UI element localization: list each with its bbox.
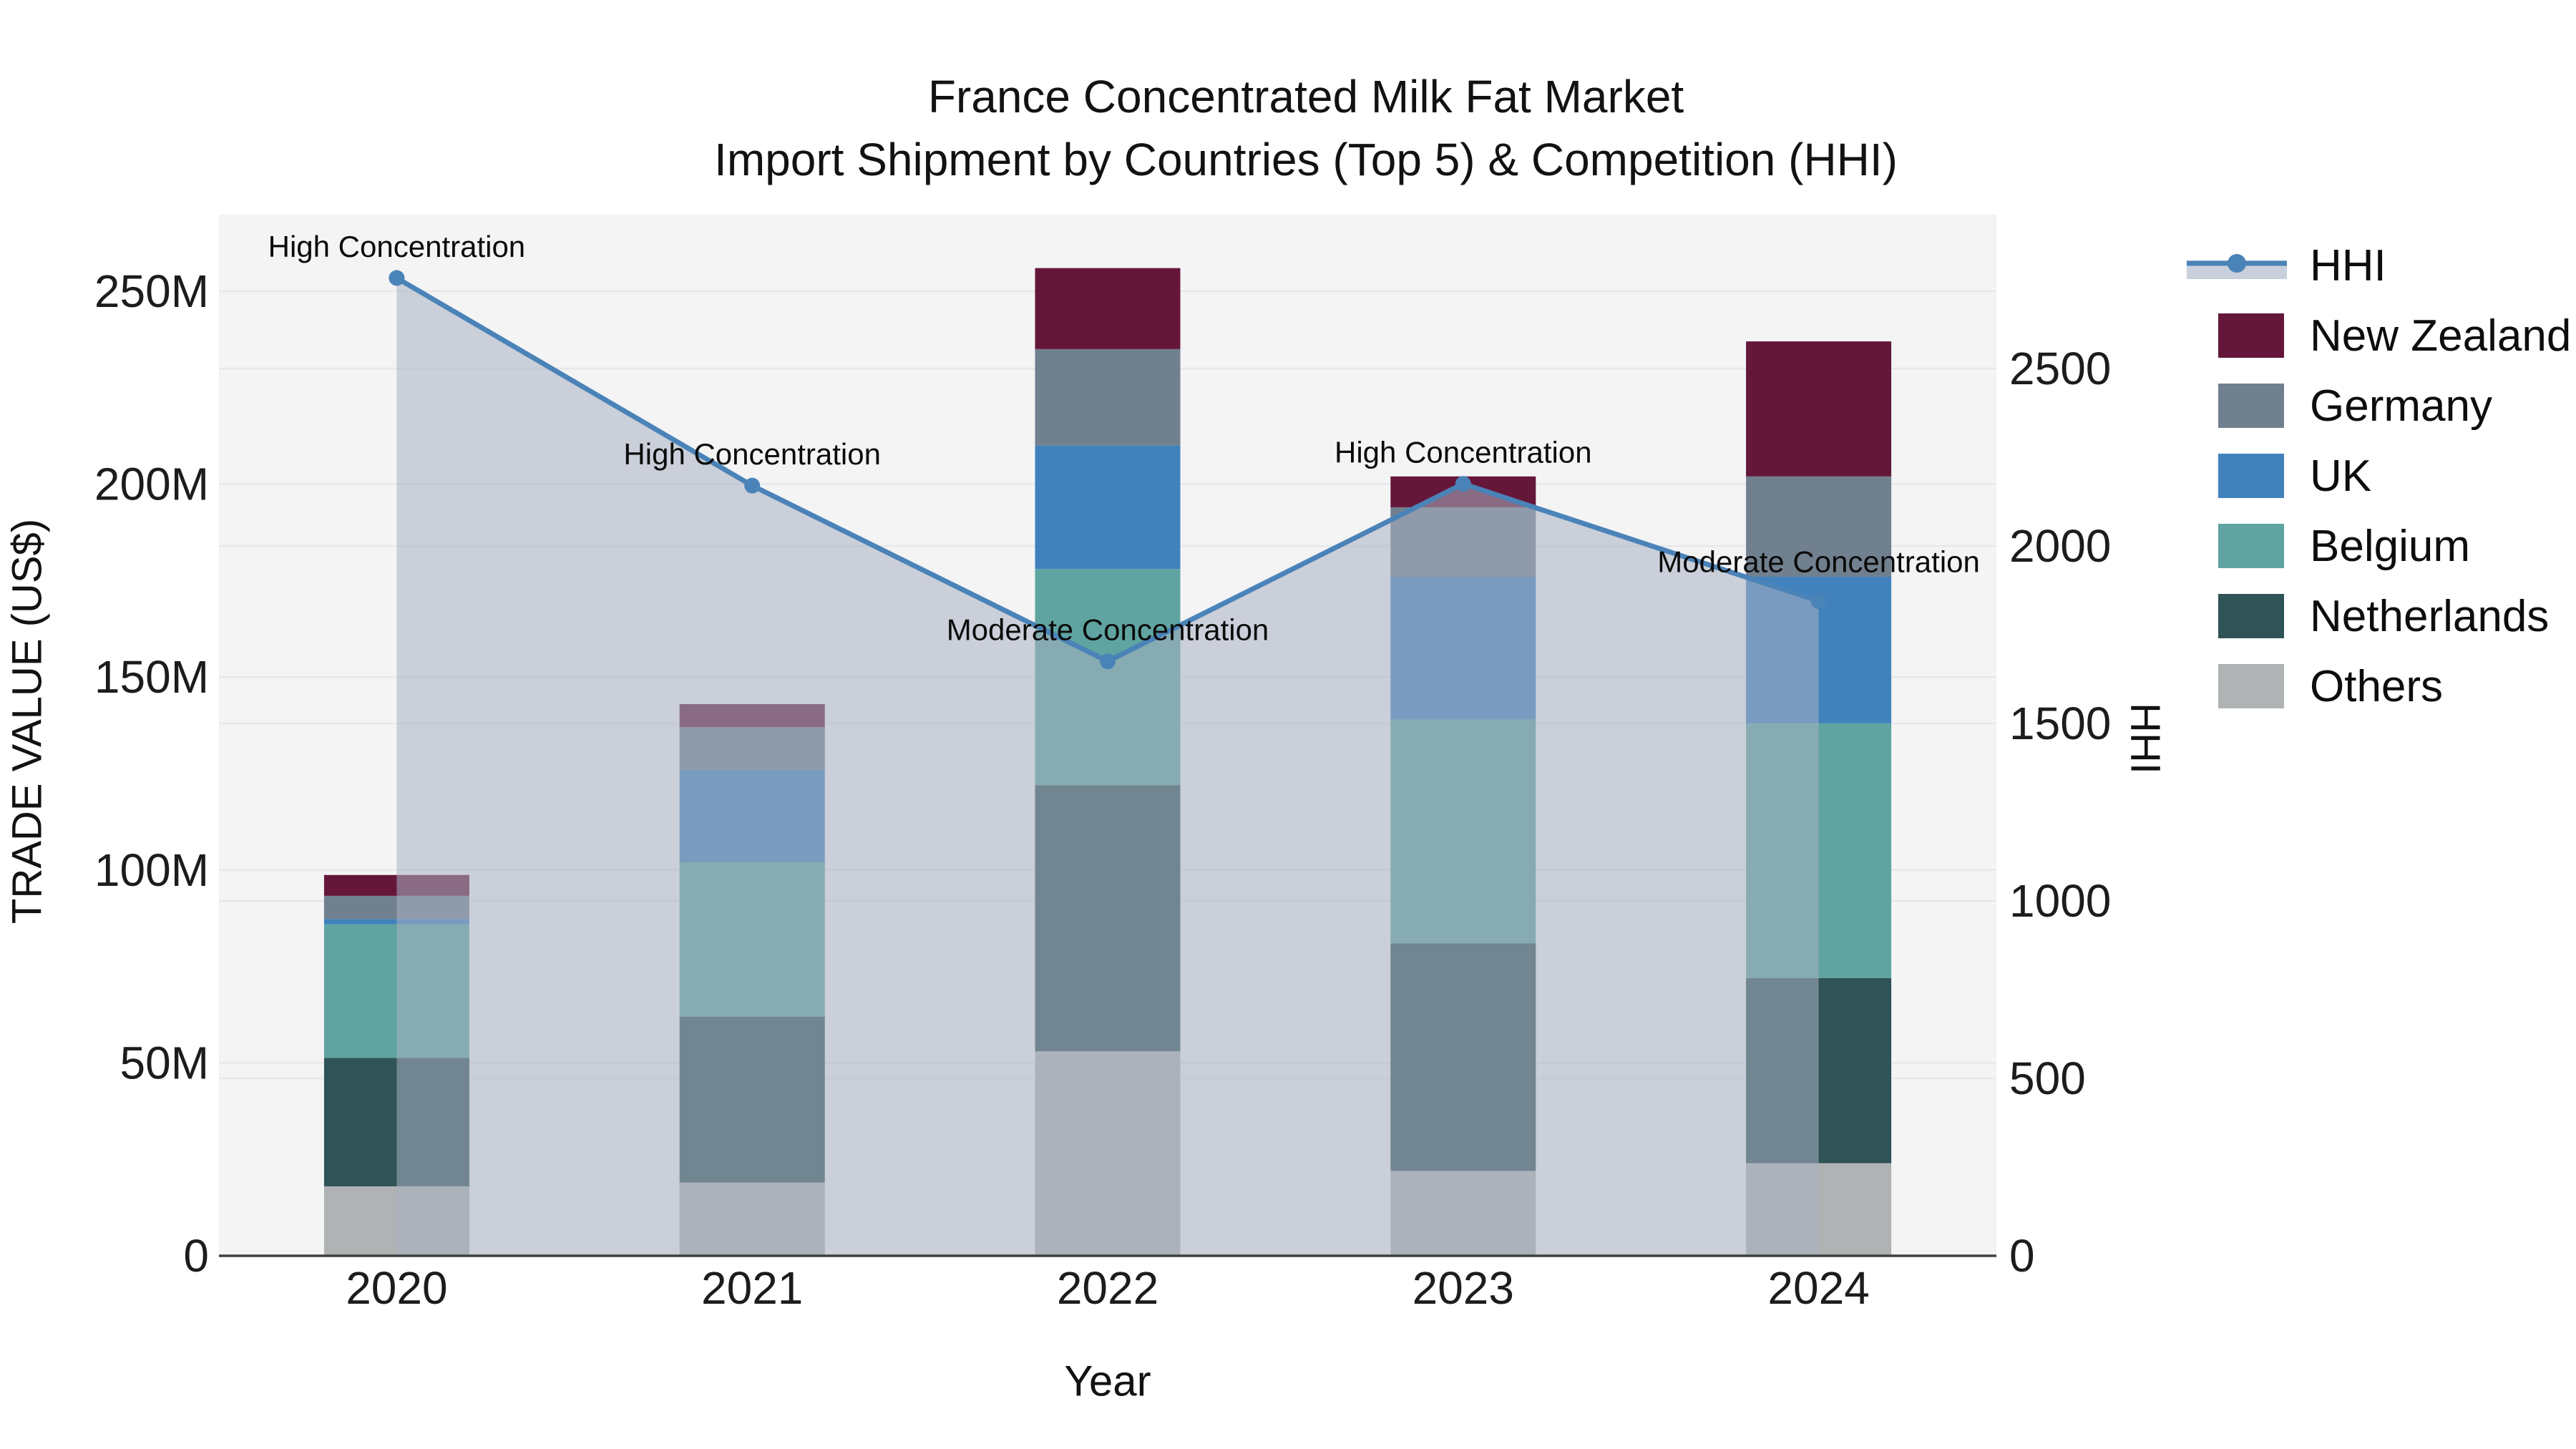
x-tick-2024: 2024 [1767, 1262, 1869, 1314]
y-left-tick-150M: 150M [94, 651, 209, 703]
legend: HHI New Zealand Germany UK Belgium Netherland… [2184, 230, 2571, 721]
legend-label: HHI [2310, 240, 2386, 291]
legend-item-germany[interactable]: Germany [2184, 371, 2571, 441]
y-right-tick-500: 500 [2009, 1053, 2086, 1104]
legend-item-new-zealand[interactable]: New Zealand [2184, 301, 2571, 371]
bar-segment-new-zealand-2024[interactable] [1746, 341, 1892, 477]
legend-item-others[interactable]: Others [2184, 651, 2571, 721]
y-right-tick-1000: 1000 [2009, 875, 2111, 927]
y-axis-right-title: HHI [2122, 703, 2169, 774]
y-right-tick-2000: 2000 [2009, 520, 2111, 572]
color-swatch-icon [2184, 454, 2291, 498]
x-tick-2022: 2022 [1057, 1262, 1158, 1314]
chart-title-line1: France Concentrated Milk Fat Market [927, 71, 1684, 122]
legend-label: UK [2310, 451, 2372, 501]
legend-item-uk[interactable]: UK [2184, 441, 2571, 511]
hhi-area-fill [396, 278, 1819, 1256]
annotation-2024: Moderate Concentration [1657, 545, 1980, 578]
y-left-tick-0: 0 [183, 1230, 209, 1282]
y-axis-left-title: TRADE VALUE (US$) [4, 518, 51, 924]
annotation-2021: High Concentration [623, 437, 881, 471]
annotation-2022: Moderate Concentration [947, 613, 1269, 647]
y-left-tick-50M: 50M [120, 1037, 210, 1088]
legend-label: Netherlands [2310, 591, 2550, 641]
hhi-marker-2022[interactable] [1100, 653, 1116, 670]
legend-label: Germany [2310, 381, 2492, 431]
y-right-tick-2500: 2500 [2009, 343, 2111, 394]
bar-segment-new-zealand-2022[interactable] [1035, 268, 1181, 349]
tick-labels: 0 50M 100M 150M 200M 250M 0 500 1000 1500 2000 2500… [94, 265, 2111, 1314]
legend-label: Belgium [2310, 521, 2470, 571]
legend-item-hhi[interactable]: HHI [2184, 230, 2571, 301]
y-left-tick-100M: 100M [94, 844, 209, 896]
annotation-2020: High Concentration [268, 230, 526, 263]
y-right-tick-0: 0 [2009, 1230, 2035, 1282]
legend-label: Others [2310, 661, 2444, 711]
annotation-2023: High Concentration [1335, 436, 1592, 469]
hhi-marker-2024[interactable] [1810, 592, 1827, 609]
bar-segment-germany-2024[interactable] [1746, 476, 1892, 577]
color-swatch-icon [2184, 384, 2291, 428]
hhi-marker-2021[interactable] [744, 477, 761, 494]
hhi-marker-2023[interactable] [1455, 476, 1471, 492]
legend-item-belgium[interactable]: Belgium [2184, 511, 2571, 581]
legend-label: New Zealand [2310, 311, 2572, 361]
hhi-marker-2020[interactable] [389, 270, 405, 286]
x-tick-2020: 2020 [346, 1262, 447, 1314]
color-swatch-icon [2184, 664, 2291, 708]
bar-segment-germany-2022[interactable] [1035, 348, 1181, 446]
chart-title-line2: Import Shipment by Countries (Top 5) & C… [714, 134, 1898, 185]
color-swatch-icon [2184, 524, 2291, 568]
hhi-line-swatch-icon [2184, 243, 2291, 288]
color-swatch-icon [2184, 313, 2291, 358]
color-swatch-icon [2184, 594, 2291, 638]
y-right-tick-1500: 1500 [2009, 698, 2111, 749]
legend-item-netherlands[interactable]: Netherlands [2184, 581, 2571, 651]
bar-segment-uk-2022[interactable] [1035, 445, 1181, 570]
x-tick-2023: 2023 [1413, 1262, 1514, 1314]
x-axis-title: Year [1064, 1357, 1151, 1405]
x-tick-2021: 2021 [701, 1262, 803, 1314]
y-left-tick-200M: 200M [94, 459, 209, 510]
y-left-tick-250M: 250M [94, 265, 209, 317]
